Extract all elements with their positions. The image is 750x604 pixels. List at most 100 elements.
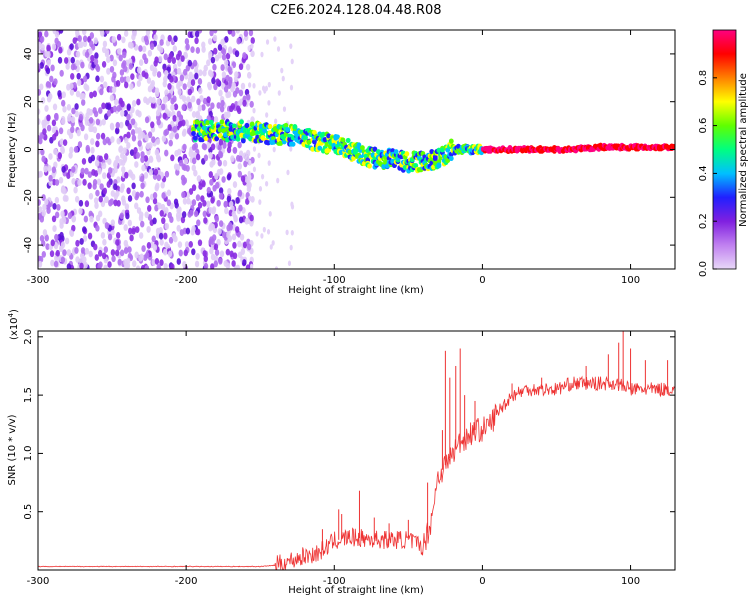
spectrum-cell [46,95,52,103]
spectrum-cell [177,88,182,96]
spectrum-cell [45,243,50,251]
spectrum-cell [223,85,229,93]
spectrum-cell [227,47,233,55]
spectrum-cell [166,189,172,197]
spectrum-cell [190,46,195,54]
spectrum-cell [156,98,161,106]
spectrum-cell [289,43,293,49]
spectrum-cell [178,249,183,257]
spectrum-cell [77,141,83,148]
spectrum-cell [45,80,51,88]
spectrum-cell [104,50,110,58]
spectrum-cell [214,249,220,256]
spectrum-cell [140,131,146,139]
spectrum-cell [103,153,109,160]
spectrum-cell [226,173,232,181]
spectrum-cell [203,154,209,162]
spectrum-cell [203,217,208,224]
spectrum-cell [155,138,161,145]
spectrum-cell [71,166,76,173]
spectrum-cell [138,74,143,82]
spectrum-ridge-cell [393,149,399,155]
spectrum-cell [97,210,103,218]
spectrum-cell [82,178,87,186]
spectrum-cell [206,96,211,104]
spectrum-ridge-cell [260,134,266,141]
spectrum-ridge-cell [303,135,308,141]
spectrum-cell [91,169,96,176]
spectrum-cell [94,202,99,209]
spectrum-cell [223,59,229,67]
spectrum-cell [99,75,105,83]
spectrum-cell [118,145,124,153]
spectrum-cell [220,64,225,71]
spectrum-cell [46,51,51,58]
spectrum-cell [102,187,108,195]
spectrum-cell [250,195,255,203]
spectrum-cell [144,251,150,259]
spectrum-cell [196,98,201,106]
spectrum-cell [174,132,180,140]
spectrum-cell [248,30,254,37]
spectrum-cell [245,264,251,269]
spectrum-cell [126,141,131,149]
spectrum-cell [38,41,42,49]
spectrum-ridge-cell [312,139,317,145]
spectrum-cell [159,238,164,246]
spectrum-cell [172,45,178,53]
spectrum-cell [115,127,120,135]
spectrum-cell [69,230,75,238]
spectrum-cell [81,92,86,100]
spectrum-ridge-cell [191,126,196,132]
snr-panel: -300 -200 -100 0 100 0.5 1.0 1.5 2.0 Height of … [7,309,676,596]
spectrum-cell [79,262,84,269]
spectrum-cell [237,170,243,178]
spectrum-cell [52,103,58,111]
spectrum-ridge-cell [312,129,317,136]
spectrum-cell [155,227,161,235]
spectrum-cell [50,259,55,267]
spectrum-cell [177,60,182,67]
spectrum-cell [80,247,86,254]
spectrum-cell [162,112,167,120]
spectrum-y-tick-label: -20 [23,189,34,205]
spectrum-cell [194,30,200,38]
spectrum-cell [95,140,100,148]
spectrum-cell [289,146,293,152]
spectrum-cell [80,61,85,69]
spectrum-cell [213,47,218,55]
spectrum-cell [206,59,211,67]
snr-y-axis-label: SNR (10 * v/v) [7,414,18,485]
spectrum-cell [38,88,42,96]
spectrum-cell [210,223,216,231]
spectrum-cell [159,39,164,46]
spectrum-cell [226,224,231,232]
spectrum-cell [147,49,153,57]
spectrum-cell [40,148,45,156]
spectrum-cell [180,216,186,224]
spectrum-cell [225,74,230,82]
spectrum-cell [100,30,105,37]
spectrum-cell [110,219,116,227]
spectrum-cell [248,82,252,88]
spectrum-cell [206,186,211,194]
spectrum-cell [98,107,103,114]
spectrum-cell [219,250,225,258]
spectrum-cell [155,109,161,117]
spectrum-cell [116,33,122,41]
spectrum-cell [82,40,88,48]
spectrum-cell [47,164,52,172]
spectrum-cell [113,183,118,191]
spectrum-cell [221,71,227,78]
spectrum-cell [144,211,149,219]
spectrum-cell [213,243,219,251]
spectrum-cell [178,159,184,167]
spectrum-cell [46,114,51,122]
spectrum-cell [90,138,95,145]
spectrum-cell [127,246,132,254]
spectrum-cell [162,80,167,88]
spectrum-cell [257,152,261,159]
spectrum-cell [218,220,224,228]
spectrum-cell [261,85,266,92]
spectrum-cell [87,182,92,190]
